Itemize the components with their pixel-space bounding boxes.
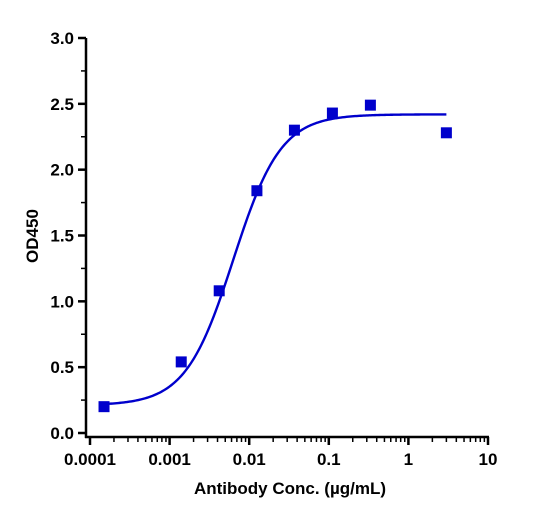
x-tick-labels: 0.0001 0.001 0.01 0.1 1 10: [64, 450, 497, 469]
x-tick-label: 0.01: [233, 450, 266, 469]
x-axis-title: Antibody Conc. (µg/mL): [194, 479, 386, 498]
y-tick-label: 2.5: [50, 95, 74, 114]
x-tick-label: 0.0001: [64, 450, 116, 469]
data-points: [98, 99, 452, 413]
data-point: [175, 356, 187, 368]
y-axis-title: OD450: [23, 209, 42, 263]
y-tick-label: 3.0: [50, 29, 74, 48]
y-tick-label: 1.0: [50, 292, 74, 311]
x-tick-label: 10: [479, 450, 498, 469]
data-point: [440, 127, 452, 139]
data-point: [98, 401, 110, 413]
minor-ticks: [81, 70, 486, 442]
y-tick-label: 2.0: [50, 161, 74, 180]
data-point: [251, 185, 263, 197]
data-point: [288, 124, 300, 136]
x-tick-label: 0.1: [317, 450, 341, 469]
y-tick-label: 0.0: [50, 424, 74, 443]
x-tick-label: 0.001: [148, 450, 191, 469]
x-tick-label: 1: [404, 450, 413, 469]
data-point: [364, 99, 376, 111]
y-tick-label: 1.5: [50, 227, 74, 246]
y-tick-label: 0.5: [50, 358, 74, 377]
y-major-ticks: [78, 36, 86, 435]
data-point: [326, 107, 338, 119]
y-tick-labels: 0.0 0.5 1.0 1.5 2.0 2.5 3.0: [50, 29, 74, 443]
x-major-ticks: [88, 437, 490, 445]
data-point: [213, 285, 225, 297]
fit-curve: [103, 113, 447, 406]
